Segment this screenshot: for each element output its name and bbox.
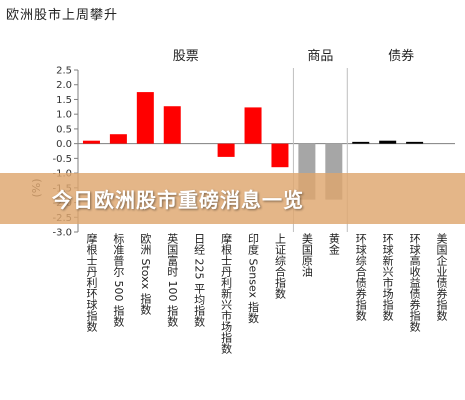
- x-category-label: 标准普尔 500 指数: [112, 232, 125, 328]
- bar: [217, 143, 235, 157]
- y-tick-label: 0.5: [56, 124, 72, 135]
- x-category-label: 日经 225 平均指数: [193, 233, 206, 328]
- y-tick-label: 2.5: [56, 66, 72, 77]
- group-label: 股票: [173, 49, 199, 64]
- x-category-label: 欧洲 Stoxx 指数: [139, 233, 152, 316]
- x-category-label: 黄金: [327, 232, 340, 255]
- bar: [82, 140, 100, 144]
- x-category-label: 英国富时 100 指数: [166, 232, 179, 328]
- x-category-label: 上证综合指数: [273, 233, 286, 300]
- y-tick-label: 2.0: [56, 80, 72, 91]
- headline-banner[interactable]: 今日欧洲股市重磅消息一览: [0, 173, 465, 224]
- x-category-label: 印度 Sensex 指数: [247, 233, 260, 325]
- x-category-label: 环球综合债券指数: [354, 233, 367, 322]
- x-category-label: 美国原油: [300, 233, 313, 277]
- bar: [352, 141, 370, 144]
- x-category-label: 环球新兴市场指数: [381, 233, 394, 322]
- group-label: 债券: [388, 48, 414, 64]
- bar: [136, 92, 154, 144]
- bar: [163, 106, 181, 144]
- x-category-label: 美国企业债券指数: [435, 233, 448, 322]
- headline-text: 今日欧洲股市重磅消息一览: [52, 188, 304, 212]
- x-category-label: 环球高收益债券指数: [408, 233, 421, 333]
- y-tick-label: 0.0: [56, 139, 72, 150]
- bar: [244, 107, 262, 144]
- y-tick-label: -3.0: [52, 228, 72, 239]
- y-tick-label: 1.0: [56, 110, 72, 121]
- x-category-label: 摩根士丹利环球指数: [85, 232, 98, 333]
- y-tick-label: -0.5: [52, 154, 72, 165]
- x-category-label: 摩根士丹利新兴市场指数: [220, 232, 233, 355]
- bar: [379, 140, 397, 144]
- y-tick-label: 1.5: [56, 95, 72, 106]
- bar: [271, 143, 289, 168]
- bar: [109, 134, 127, 144]
- bar: [406, 141, 424, 144]
- chart-title: 欧洲股市上周攀升: [6, 8, 119, 23]
- group-label: 商品: [307, 49, 333, 64]
